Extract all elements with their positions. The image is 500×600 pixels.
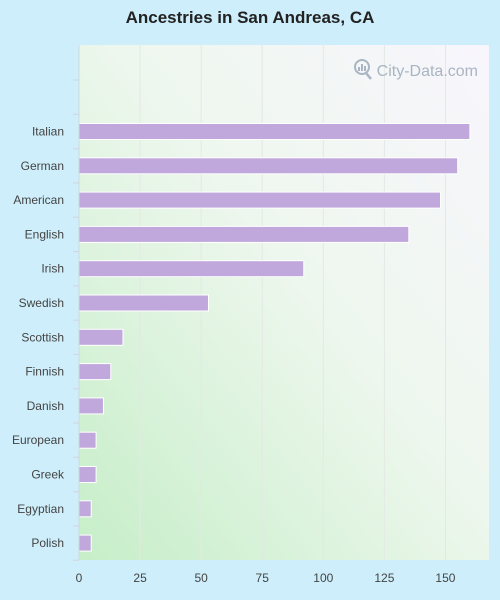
x-tick-label: 50	[194, 571, 208, 585]
chart-title: Ancestries in San Andreas, CA	[125, 8, 375, 27]
category-label: Greek	[31, 468, 65, 482]
bar-swedish[interactable]	[78, 294, 209, 312]
bar-english[interactable]	[78, 225, 410, 243]
x-tick-label: 75	[256, 571, 270, 585]
bar-european[interactable]	[78, 431, 97, 449]
bar-greek[interactable]	[78, 466, 97, 483]
category-label: Scottish	[21, 330, 64, 344]
category-label: Swedish	[19, 296, 64, 310]
category-label: Egyptian	[17, 502, 64, 516]
bar-finnish[interactable]	[78, 363, 112, 381]
category-label: Irish	[41, 262, 64, 276]
category-label: Finnish	[25, 365, 64, 379]
bar-american[interactable]	[78, 191, 442, 209]
x-tick-labels: 0 25 50 75 100 125 150	[76, 571, 456, 585]
category-label: English	[25, 227, 64, 241]
bar-italian[interactable]	[78, 123, 471, 140]
category-label: European	[12, 433, 64, 447]
bar-polish[interactable]	[78, 534, 92, 552]
category-label: Polish	[31, 536, 64, 550]
bar-german[interactable]	[78, 157, 459, 175]
magnifier-chart-icon	[353, 58, 373, 85]
x-tick-label: 25	[133, 571, 147, 585]
x-tick-label: 125	[374, 571, 394, 585]
bar-irish[interactable]	[78, 260, 305, 278]
category-label: Italian	[32, 125, 64, 139]
x-tick-label: 150	[435, 571, 455, 585]
watermark-text: City-Data.com	[376, 62, 478, 80]
category-labels: Italian German American English Irish Swedish…	[12, 79, 79, 561]
category-label: American	[13, 193, 64, 207]
bar-scottish[interactable]	[78, 328, 124, 346]
bar-egyptian[interactable]	[78, 500, 92, 518]
watermark: City-Data.com	[353, 58, 478, 85]
category-label: Danish	[27, 399, 64, 413]
category-label: German	[21, 159, 64, 173]
x-tick-label: 100	[313, 571, 333, 585]
x-tick-label: 0	[76, 571, 83, 585]
bar-danish[interactable]	[78, 397, 104, 415]
